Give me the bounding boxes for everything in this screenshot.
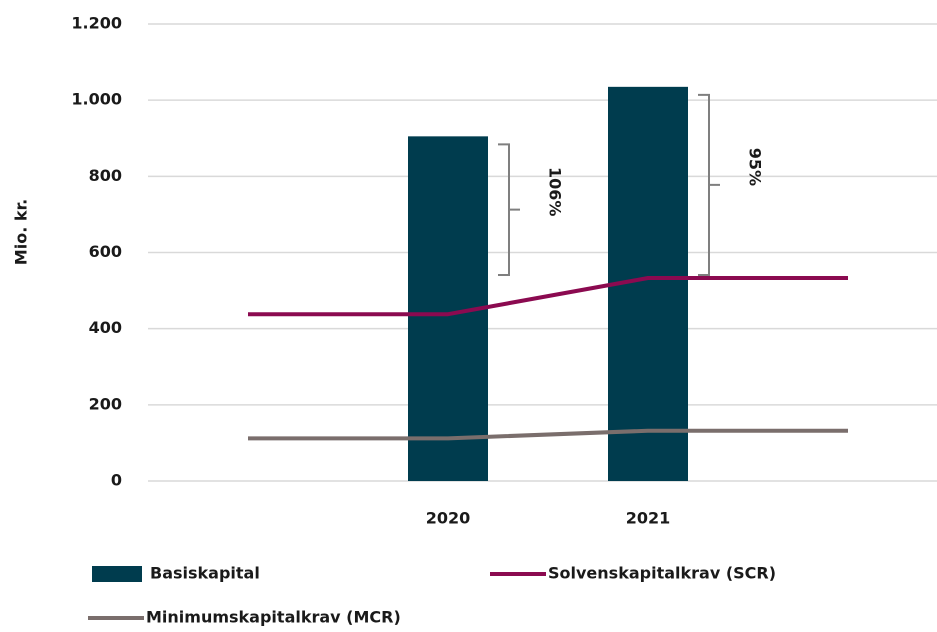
y-tick-label: 1.200 (71, 14, 122, 33)
y-tick-label: 800 (89, 166, 122, 185)
y-tick-label: 0 (111, 471, 122, 490)
x-tick-label: 2020 (426, 509, 471, 528)
y-tick-label: 400 (89, 318, 122, 337)
legend-label: Solvenskapitalkrav (SCR) (548, 564, 776, 583)
x-tick-label: 2021 (626, 509, 671, 528)
y-tick-label: 1.000 (71, 90, 122, 109)
y-tick-label: 600 (89, 242, 122, 261)
bracket (498, 143, 520, 277)
annotation: 95% (746, 148, 765, 186)
annotation: 106% (546, 167, 565, 216)
legend-swatch (92, 566, 142, 582)
line (248, 276, 848, 317)
bracket (698, 93, 720, 277)
y-tick-label: 200 (89, 394, 122, 413)
legend-label: Basiskapital (150, 564, 260, 583)
line (248, 428, 848, 441)
y-axis-label: Mio. kr. (12, 199, 31, 265)
legend-label: Minimumskapitalkrav (MCR) (146, 608, 401, 627)
